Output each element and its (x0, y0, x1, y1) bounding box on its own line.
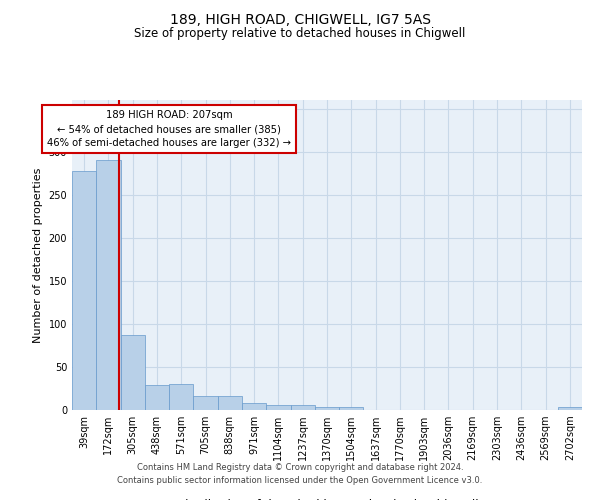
Bar (72, 170, 96, 410)
Bar (266, 405, 290, 410)
Text: Contains public sector information licensed under the Open Government Licence v3: Contains public sector information licen… (118, 476, 482, 485)
Text: Size of property relative to detached houses in Chigwell: Size of property relative to detached ho… (134, 28, 466, 40)
Bar (558, 408, 582, 410)
Bar (315, 408, 339, 410)
Bar (290, 405, 315, 410)
Text: 189 HIGH ROAD: 207sqm
← 54% of detached houses are smaller (385)
46% of semi-det: 189 HIGH ROAD: 207sqm ← 54% of detached … (47, 110, 291, 148)
Text: Contains HM Land Registry data © Crown copyright and database right 2024.: Contains HM Land Registry data © Crown c… (137, 464, 463, 472)
Bar (169, 384, 193, 410)
Bar (145, 385, 169, 410)
Bar (96, 160, 121, 410)
Bar (339, 406, 364, 410)
Bar (218, 396, 242, 410)
Bar (242, 403, 266, 410)
Y-axis label: Number of detached properties: Number of detached properties (33, 168, 43, 342)
Bar (193, 396, 218, 410)
Text: 189, HIGH ROAD, CHIGWELL, IG7 5AS: 189, HIGH ROAD, CHIGWELL, IG7 5AS (170, 12, 431, 26)
Bar (121, 335, 145, 410)
